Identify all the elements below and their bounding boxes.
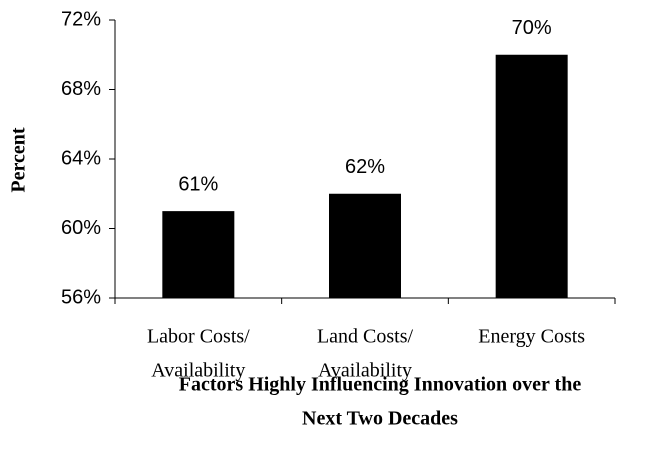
value-label: 62% xyxy=(345,156,385,178)
x-tick-label: Availability xyxy=(318,360,412,382)
x-axis-label: Factors Highly Influencing Innovation ov… xyxy=(179,374,582,396)
y-tick-label: 64% xyxy=(61,147,101,169)
x-tick-label: Land Costs/ xyxy=(317,326,414,348)
y-tick-label: 68% xyxy=(61,78,101,100)
x-axis-label: Next Two Decades xyxy=(302,408,458,430)
bar xyxy=(329,193,401,298)
y-tick-label: 60% xyxy=(61,217,101,239)
y-tick-label: 72% xyxy=(61,8,101,30)
x-tick-label: Labor Costs/ xyxy=(147,326,250,348)
x-tick-label: Energy Costs xyxy=(478,326,585,348)
y-tick-label: 56% xyxy=(61,286,101,308)
value-label: 61% xyxy=(178,173,218,195)
y-axis-label: Percent xyxy=(8,127,30,192)
x-tick-label: Availability xyxy=(151,360,245,382)
bar xyxy=(162,211,235,298)
bar xyxy=(495,54,568,298)
value-label: 70% xyxy=(512,17,552,39)
